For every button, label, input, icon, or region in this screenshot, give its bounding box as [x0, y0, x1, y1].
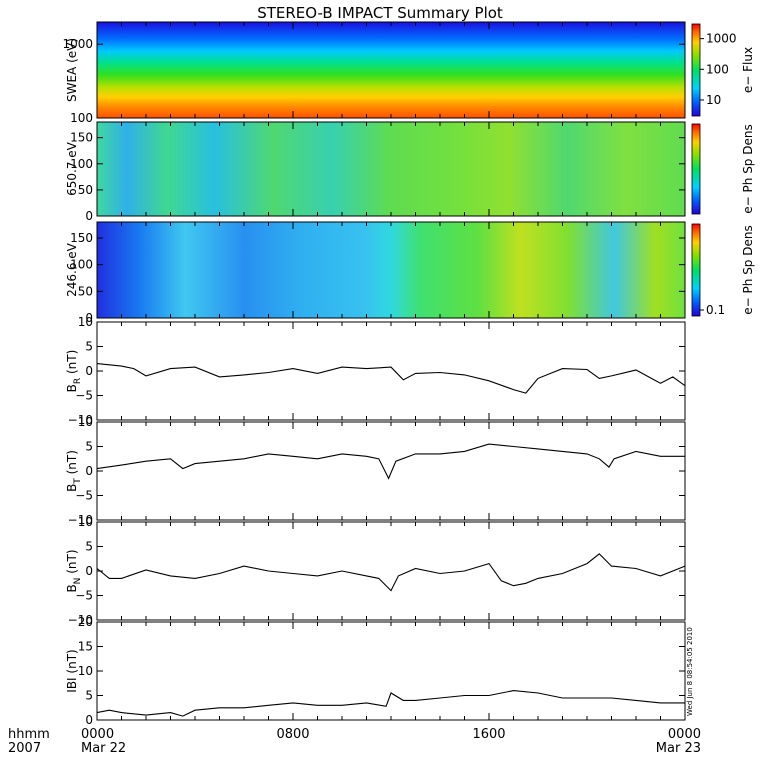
y-tick-label: 100: [70, 111, 93, 125]
x-tick-label: 0000: [668, 727, 701, 742]
y-tick-label: 5: [85, 340, 93, 354]
y-tick-label: 5: [85, 540, 93, 554]
y-axis-label: 246.6 eV: [65, 242, 79, 297]
y-axis-label: SWEA (eV): [65, 38, 79, 102]
colorbar-label: e− Ph Sp Dens: [741, 124, 755, 213]
y-axis-label: BT (nT): [65, 450, 83, 492]
y-tick-label: 100: [70, 258, 93, 272]
plot-title: STEREO-B IMPACT Summary Plot: [257, 4, 503, 22]
timestamp-label: Wed Jun 8 08:54:05 2010: [686, 627, 694, 716]
panel-4: −10 −5 0 5 10 BR (nT): [65, 315, 686, 427]
colorbar-tick-label: 0.1: [706, 303, 725, 317]
y-tick-label: −5: [75, 589, 93, 603]
y-tick-label: 0: [85, 311, 93, 325]
y-tick-label: 10: [78, 315, 93, 329]
y-tick-label: −5: [75, 389, 93, 403]
y-tick-label: 5: [85, 440, 93, 454]
colorbar: [691, 123, 701, 215]
y-tick-label: 1000: [62, 37, 93, 51]
y-tick-label: 10: [78, 664, 93, 678]
panel-7: 0 5 10 15 20 IBI (nT): [65, 615, 686, 727]
colorbar-label: e− Flux: [741, 47, 755, 93]
y-tick-label: −10: [68, 613, 93, 627]
y-axis-label-subscript: T: [73, 478, 83, 485]
y-axis-label-subscript: R: [73, 378, 83, 384]
data-line: [96, 363, 686, 394]
x-tick-label: 1600: [472, 727, 505, 742]
x-tick-date-label: Mar 23: [656, 741, 701, 756]
data-line: [96, 690, 685, 717]
y-tick-label: 15: [78, 640, 93, 654]
y-tick-label: 5: [85, 689, 93, 703]
y-tick-label: 10: [78, 415, 93, 429]
y-tick-label: 100: [70, 157, 93, 171]
colorbar: [691, 23, 701, 117]
panel-frame: [96, 421, 686, 521]
y-axis-label: BR (nT): [65, 350, 83, 393]
y-axis-label: IBI (nT): [65, 649, 79, 692]
panel-frame: [96, 321, 686, 421]
colorbar-label: e− Ph Sp Dens: [741, 225, 755, 314]
panel-6: −10 −5 0 5 10 BN (nT): [65, 515, 686, 627]
y-tick-label: 50: [78, 284, 93, 298]
x-tick-date-label: Mar 22: [81, 741, 126, 756]
y-tick-label: 10: [78, 515, 93, 529]
y-tick-label: 0: [85, 209, 93, 223]
y-axis-label-unit: (nT): [65, 549, 79, 577]
y-axis-label-subscript: N: [73, 578, 83, 585]
data-line: [96, 443, 685, 480]
y-tick-label: −5: [75, 489, 93, 503]
panel-5: −10 −5 0 5 10 BT (nT): [65, 415, 686, 527]
y-tick-label: 20: [78, 615, 93, 629]
x-tick-label: 0800: [276, 727, 309, 742]
y-axis-label: BN (nT): [65, 549, 83, 592]
colorbar-tick-label: 100: [706, 62, 729, 76]
x-tick-label: 0000: [81, 727, 114, 742]
panel-frame: [96, 621, 686, 721]
y-axis-label: 650.7 eV: [65, 141, 79, 196]
colorbar-tick-label: 10: [706, 93, 721, 107]
y-axis-label-unit: (nT): [65, 350, 79, 378]
x-corner-label-hhmm: hhmm: [8, 727, 50, 742]
y-axis-label-unit: (nT): [65, 450, 79, 478]
y-tick-label: −10: [68, 413, 93, 427]
spectrogram: [97, 22, 685, 118]
y-tick-label: 50: [78, 183, 93, 197]
y-tick-label: 0: [85, 564, 93, 578]
x-corner-label-year: 2007: [8, 741, 41, 756]
spectrogram: [97, 222, 685, 318]
spectrogram: [97, 122, 685, 216]
y-tick-label: 0: [85, 364, 93, 378]
y-tick-label: 0: [85, 713, 93, 727]
y-tick-label: 150: [70, 231, 93, 245]
panel-frame: [96, 521, 686, 621]
colorbar-tick-label: 1000: [706, 32, 737, 46]
y-tick-label: 150: [70, 131, 93, 145]
colorbar: [691, 223, 701, 317]
data-line: [96, 553, 686, 592]
y-tick-label: 0: [85, 464, 93, 478]
y-tick-label: −10: [68, 513, 93, 527]
